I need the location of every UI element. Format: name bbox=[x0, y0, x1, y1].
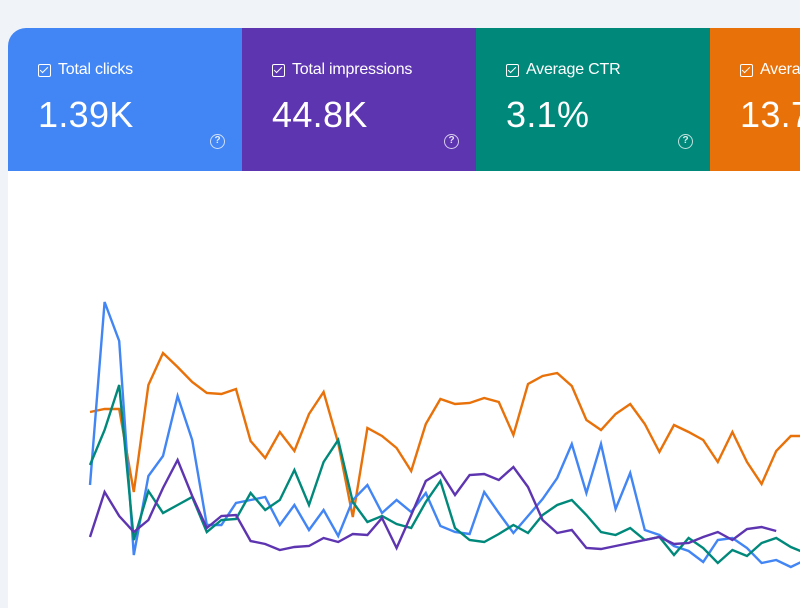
checkbox-checked-icon[interactable] bbox=[272, 63, 285, 77]
total-impressions-line bbox=[88, 457, 777, 552]
metric-tile-average-ctr[interactable]: Average CTR 3.1% ? bbox=[476, 28, 710, 171]
metric-label-row: Total impressions bbox=[272, 61, 412, 79]
help-icon[interactable]: ? bbox=[210, 134, 225, 149]
average-ctr-line bbox=[88, 384, 800, 565]
metric-label-row: Total clicks bbox=[38, 61, 133, 79]
metric-tile-total-impressions[interactable]: Total impressions 44.8K ? bbox=[242, 28, 476, 171]
metric-value: 13.7 bbox=[740, 94, 800, 135]
metric-label-row: Average CTR bbox=[506, 61, 621, 79]
metric-label: Total clicks bbox=[58, 61, 133, 78]
metric-value: 3.1% bbox=[506, 94, 590, 135]
metric-value: 44.8K bbox=[272, 94, 368, 135]
performance-chart-area bbox=[8, 171, 800, 608]
metric-label: Average CTR bbox=[526, 61, 621, 78]
metric-label-row: Average position bbox=[740, 61, 800, 79]
performance-line-chart bbox=[88, 301, 800, 569]
help-icon[interactable]: ? bbox=[678, 134, 693, 149]
checkbox-checked-icon[interactable] bbox=[740, 63, 753, 77]
average-position-line bbox=[89, 350, 800, 518]
metric-label: Average position bbox=[760, 61, 800, 78]
metric-label: Total impressions bbox=[292, 61, 413, 78]
checkbox-checked-icon[interactable] bbox=[38, 63, 51, 77]
metric-tile-total-clicks[interactable]: Total clicks 1.39K ? bbox=[8, 28, 242, 171]
checkbox-checked-icon[interactable] bbox=[506, 63, 519, 77]
total-clicks-line bbox=[88, 301, 800, 569]
metric-tiles: Total clicks 1.39K ? Total impressions 4… bbox=[8, 28, 800, 171]
performance-card: Total clicks 1.39K ? Total impressions 4… bbox=[8, 28, 800, 608]
metric-value: 1.39K bbox=[38, 94, 134, 135]
metric-tile-average-position[interactable]: Average position 13.7 ? bbox=[710, 28, 800, 171]
help-icon[interactable]: ? bbox=[444, 134, 459, 149]
